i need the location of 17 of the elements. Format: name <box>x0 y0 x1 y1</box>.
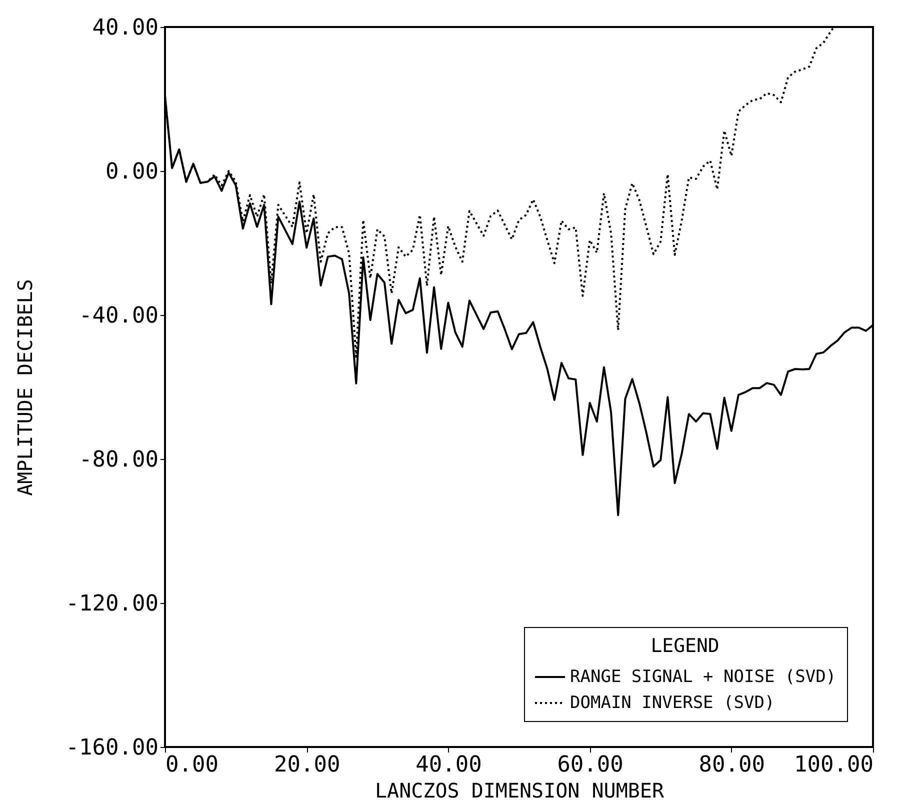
legend-label: RANGE SIGNAL + NOISE (SVD) <box>570 667 836 687</box>
y-tick-label: 40.00 <box>92 16 158 40</box>
x-tick-label: 60.00 <box>557 752 624 778</box>
y-axis-title: AMPLITUDE DECIBELS <box>12 279 37 496</box>
y-tick-label: -40.00 <box>79 304 158 328</box>
y-tick-label: -80.00 <box>79 448 158 472</box>
x-tick-label: 20.00 <box>274 752 340 778</box>
x-axis-title: LANCZOS DIMENSION NUMBER <box>375 778 665 802</box>
y-tick-label: -120.00 <box>66 592 158 616</box>
x-tick-label: 80.00 <box>698 752 766 778</box>
x-tick-label: 0.00 <box>166 752 218 778</box>
x-tick-label: 100.00 <box>794 752 874 778</box>
y-tick-label: 0.00 <box>106 160 158 184</box>
legend-title: LEGEND <box>650 635 720 657</box>
y-tick-label: -160.00 <box>66 736 158 760</box>
x-tick-label: 40.00 <box>416 752 482 778</box>
legend-label: DOMAIN INVERSE (SVD) <box>570 693 775 713</box>
